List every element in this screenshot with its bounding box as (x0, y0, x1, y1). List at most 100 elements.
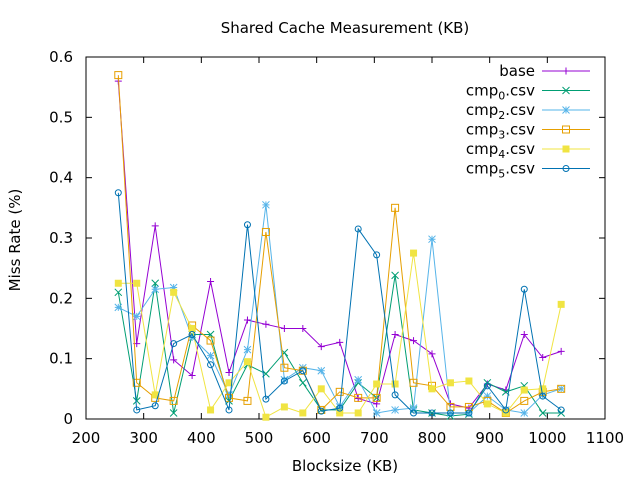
legend-label: cmp3.csv (466, 121, 535, 142)
data-point (114, 189, 122, 197)
data-point (557, 384, 566, 393)
data-point (428, 350, 436, 358)
data-point (207, 361, 215, 369)
data-point (465, 409, 473, 417)
data-point (243, 316, 251, 324)
data-point (391, 406, 399, 414)
data-point (243, 396, 252, 405)
y-tick-label: 0.5 (49, 108, 73, 126)
data-point (114, 303, 123, 312)
data-point (280, 363, 289, 372)
y-tick-label: 0.2 (49, 289, 73, 307)
data-point (373, 251, 381, 259)
data-point (169, 409, 178, 417)
y-tick-label: 0 (63, 410, 73, 428)
legend-label: cmp2.csv (466, 101, 535, 122)
data-point (262, 395, 270, 403)
data-point (428, 409, 436, 417)
data-point (410, 409, 418, 417)
data-point (372, 393, 381, 402)
data-point (428, 235, 436, 244)
legend-label: cmp0.csv (466, 82, 535, 103)
data-point (465, 377, 473, 385)
x-tick-label: 900 (475, 429, 504, 447)
legend-entry: cmp2.csv (466, 101, 590, 122)
data-point (280, 375, 289, 384)
data-point (409, 404, 418, 412)
x-axis-title: Blocksize (KB) (292, 457, 398, 475)
legend-marker (562, 145, 570, 153)
x-tick-label: 700 (360, 429, 389, 447)
x-tick-label: 800 (418, 429, 447, 447)
x-tick-label: 600 (302, 429, 331, 447)
data-point (206, 351, 215, 360)
data-point (409, 378, 418, 387)
legend-label: cmp4.csv (466, 140, 535, 161)
data-point (410, 249, 418, 257)
data-point (373, 380, 381, 388)
data-point (539, 392, 547, 400)
series-line (118, 253, 562, 418)
x-tick-label: 300 (129, 429, 158, 447)
y-tick-label: 0.3 (49, 229, 73, 247)
x-tick-label: 500 (245, 429, 274, 447)
data-point (114, 288, 123, 297)
data-point (391, 331, 399, 339)
data-point (188, 372, 196, 380)
data-point (133, 406, 141, 414)
data-point (169, 283, 178, 292)
data-point (207, 406, 215, 414)
data-point (539, 353, 547, 361)
data-point (336, 338, 344, 346)
data-point (151, 279, 160, 288)
data-point (132, 312, 141, 321)
data-point (391, 271, 399, 280)
data-point (391, 203, 400, 212)
data-point (520, 396, 529, 405)
data-point (317, 405, 326, 414)
data-point (225, 393, 234, 402)
data-point (114, 279, 122, 287)
data-point (354, 375, 363, 384)
data-point (280, 403, 288, 411)
data-point (299, 367, 307, 375)
series-cmp5.csv (114, 189, 565, 417)
data-point (170, 356, 178, 364)
data-point (335, 387, 344, 396)
data-point (336, 404, 344, 412)
data-point (262, 200, 270, 209)
data-point (151, 402, 159, 410)
legend-label: base (499, 62, 535, 80)
data-point (483, 400, 491, 408)
data-point (354, 394, 362, 402)
data-point (538, 409, 547, 417)
series-line (117, 192, 562, 414)
data-point (151, 222, 159, 230)
data-point (299, 325, 307, 332)
data-point (539, 385, 547, 393)
data-point (410, 337, 418, 345)
data-point (428, 385, 436, 393)
data-point (225, 406, 233, 414)
data-point (391, 380, 399, 388)
x-tick-label: 400 (187, 429, 216, 447)
data-point (520, 409, 529, 417)
series-line (118, 204, 562, 414)
legend-entry: cmp4.csv (466, 140, 590, 161)
legend-marker (562, 165, 570, 172)
data-point (557, 347, 565, 355)
data-point (299, 409, 307, 417)
data-point (520, 331, 528, 339)
data-point (502, 406, 510, 414)
data-point (262, 413, 270, 421)
data-point (114, 71, 123, 80)
data-point (317, 343, 325, 351)
y-tick-label: 0.4 (49, 169, 73, 187)
data-point (188, 331, 196, 339)
data-point (446, 379, 454, 387)
data-point (483, 392, 492, 400)
data-point (391, 391, 399, 399)
data-point (262, 320, 270, 328)
legend-marker (562, 67, 570, 75)
data-point (520, 386, 528, 394)
